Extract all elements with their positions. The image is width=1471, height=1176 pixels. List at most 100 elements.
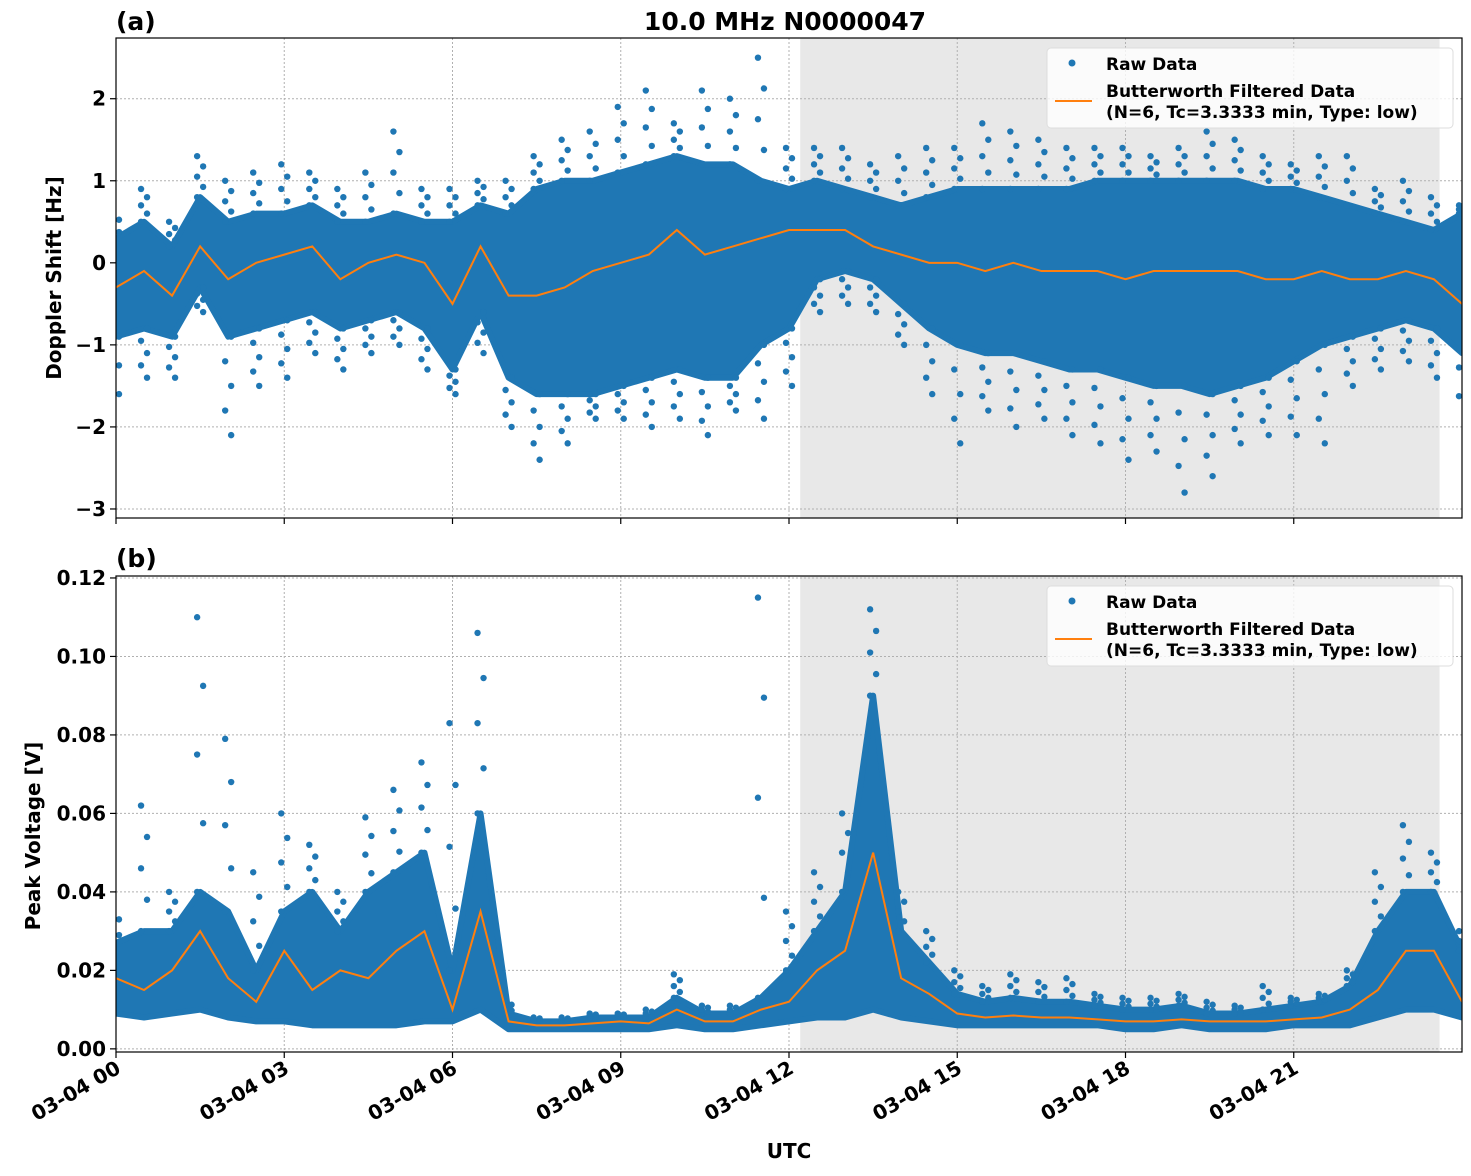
raw-data-point — [1035, 136, 1042, 143]
raw-data-point — [1259, 169, 1266, 176]
raw-data-point — [1293, 358, 1300, 365]
raw-data-point — [480, 674, 487, 682]
raw-data-point — [1461, 210, 1462, 213]
y-tick-label: 0.00 — [57, 1037, 106, 1061]
raw-data-point — [199, 163, 207, 170]
raw-data-point — [1007, 157, 1014, 164]
raw-data-point — [165, 908, 173, 915]
raw-data-point — [979, 990, 986, 998]
raw-data-point — [1321, 183, 1328, 191]
axes-frame — [115, 575, 1463, 1053]
raw-data-point — [1119, 144, 1126, 152]
raw-data-point — [1405, 872, 1413, 879]
raw-data-point — [446, 719, 453, 727]
raw-data-point — [985, 169, 992, 176]
raw-data-point — [1125, 456, 1132, 463]
raw-data-point — [698, 161, 706, 168]
raw-data-point — [474, 189, 481, 197]
raw-data-point — [1461, 409, 1462, 412]
raw-data-point — [1069, 175, 1076, 182]
raw-data-point — [390, 128, 397, 135]
raw-data-point — [143, 833, 151, 841]
raw-data-point — [732, 1004, 740, 1011]
raw-data-point — [368, 181, 375, 189]
raw-data-point — [592, 140, 599, 148]
raw-data-point — [1203, 152, 1210, 160]
raw-data-point — [558, 427, 565, 435]
raw-data-point — [1063, 165, 1070, 172]
raw-data-point — [1433, 218, 1441, 225]
raw-data-point — [1007, 971, 1014, 978]
raw-data-point — [1175, 1002, 1182, 1009]
raw-data-point — [1203, 411, 1210, 418]
raw-data-point — [838, 165, 846, 172]
raw-data-point — [1259, 388, 1266, 396]
raw-data-point — [199, 183, 207, 191]
raw-data-point — [1343, 345, 1351, 353]
raw-data-point — [1231, 1002, 1238, 1009]
raw-data-point — [418, 335, 425, 342]
raw-data-point — [452, 378, 459, 385]
raw-data-point — [171, 224, 179, 232]
raw-data-point — [1175, 409, 1182, 416]
raw-data-point — [312, 876, 319, 884]
raw-data-point — [1119, 994, 1126, 1002]
raw-data-point — [1349, 333, 1357, 340]
raw-data-point — [985, 136, 992, 143]
raw-data-point — [1461, 380, 1462, 383]
raw-data-point — [306, 339, 313, 347]
raw-data-point — [1097, 440, 1104, 447]
raw-data-point — [480, 765, 487, 772]
raw-data-point — [165, 218, 173, 225]
raw-data-point — [1231, 177, 1238, 184]
filtered-data-line — [116, 852, 1462, 1027]
raw-data-point — [278, 331, 285, 338]
raw-data-point — [1405, 358, 1413, 365]
raw-data-point — [227, 865, 235, 872]
raw-data-point — [1063, 415, 1070, 422]
raw-data-point — [199, 682, 207, 690]
raw-data-point — [642, 87, 649, 94]
raw-data-point — [726, 399, 734, 406]
raw-data-point — [306, 865, 313, 872]
raw-data-point — [698, 1002, 706, 1009]
raw-data-point — [334, 888, 341, 896]
raw-data-point — [586, 409, 593, 416]
raw-data-point — [1371, 898, 1379, 905]
raw-data-point — [334, 927, 341, 935]
raw-data-point — [670, 403, 678, 410]
x-tick-label: 03-04 09 — [532, 1056, 630, 1126]
raw-data-point — [1063, 185, 1070, 193]
raw-data-point — [1371, 185, 1379, 193]
raw-data-point — [760, 85, 768, 92]
raw-data-point — [1259, 152, 1266, 160]
raw-data-point — [810, 161, 818, 168]
raw-data-point — [1265, 403, 1272, 410]
raw-data-point — [1455, 364, 1462, 371]
raw-data-point — [193, 302, 201, 310]
raw-data-point — [256, 353, 263, 361]
legend-filtered-label: Butterworth Filtered Data — [1106, 82, 1355, 102]
raw-data-point — [278, 185, 285, 193]
raw-data-point — [564, 1015, 571, 1022]
raw-data-point — [508, 185, 515, 193]
y-tick-label: 0.08 — [57, 723, 106, 747]
raw-data-point — [143, 210, 151, 217]
axes-frame — [115, 37, 1463, 519]
raw-data-point — [446, 372, 453, 379]
raw-data-point — [614, 136, 621, 143]
raw-data-point — [446, 967, 453, 974]
raw-data-point — [165, 230, 173, 238]
raw-data-cloud — [116, 153, 1462, 398]
raw-data-point — [193, 193, 201, 201]
raw-data-point — [340, 193, 347, 201]
raw-data-point — [642, 124, 649, 131]
raw-data-point — [900, 300, 908, 308]
raw-data-point — [418, 759, 425, 766]
raw-data-point — [480, 308, 487, 316]
raw-data-point — [1125, 152, 1132, 160]
raw-data-point — [1237, 382, 1244, 390]
raw-data-point — [782, 967, 790, 974]
raw-data-point — [648, 142, 655, 150]
